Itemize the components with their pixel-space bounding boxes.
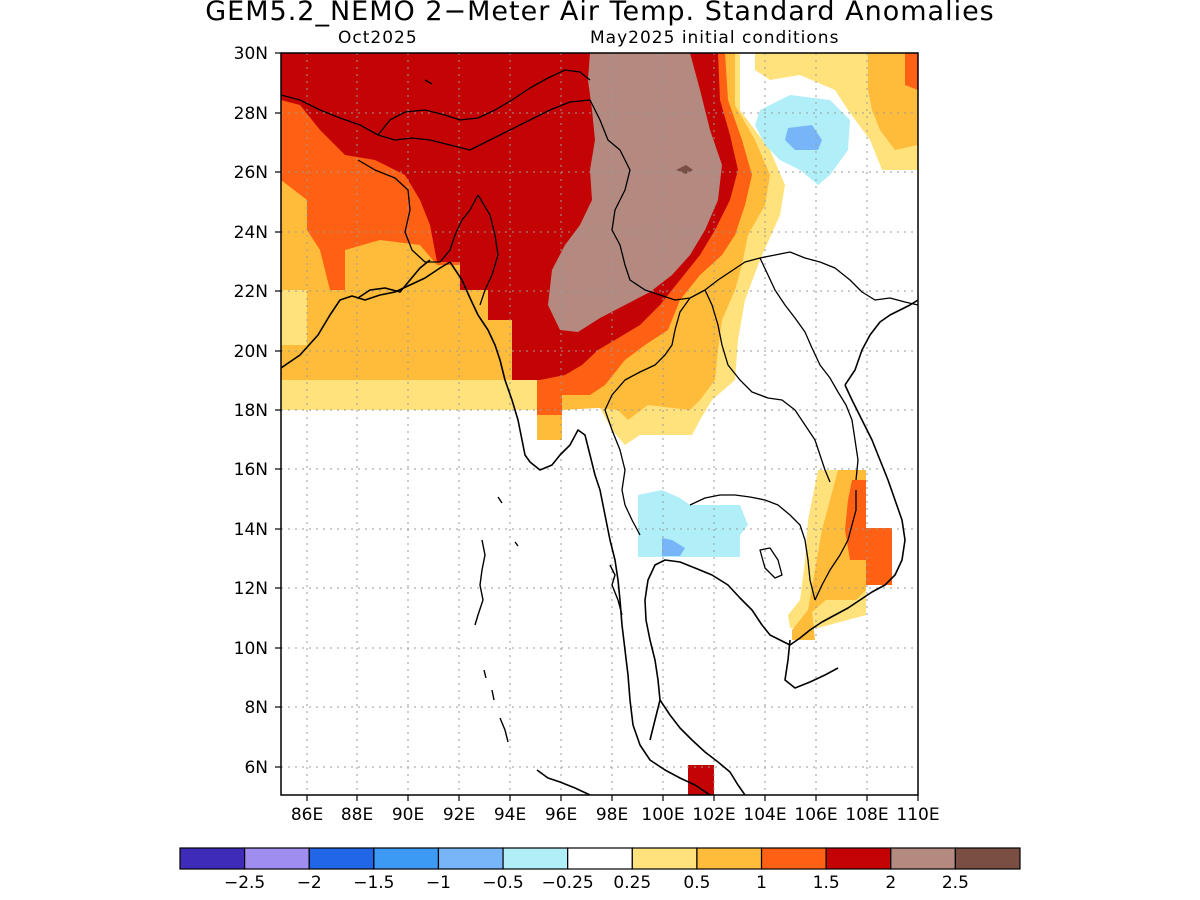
lat-label: 6N <box>244 758 268 778</box>
colorbar-swatch <box>179 847 246 870</box>
lat-label: 20N <box>234 342 268 362</box>
anomaly-fill-neg-0-5-south <box>662 538 685 556</box>
longitude-labels: 86E 88E 90E 92E 94E 96E 98E 100E 102E 10… <box>291 805 940 825</box>
anomaly-fill-neg-0-5-north <box>785 125 822 150</box>
forecast-month: Oct2025 <box>338 28 418 48</box>
anomaly-fill-neg-0-25-south <box>638 490 748 557</box>
anomaly-fill-1-5-south <box>688 765 714 795</box>
latitude-labels: 30N 28N 26N 24N 22N 20N 18N 16N 14N 12N … <box>234 44 268 778</box>
tonle-sap <box>759 547 783 579</box>
small-island-2 <box>514 541 519 547</box>
lat-label: 22N <box>234 282 268 302</box>
colorbar-swatch <box>954 847 1021 870</box>
colorbar-swatch <box>631 847 698 870</box>
colorbar-swatch <box>244 847 310 870</box>
lat-label: 12N <box>234 579 268 599</box>
colorbar-label: −2 <box>297 873 322 893</box>
bangladesh-border <box>357 159 479 263</box>
myanmar-coast <box>449 261 634 726</box>
malay-peninsula <box>632 724 711 795</box>
colorbar-label: 0.25 <box>613 873 651 893</box>
nicobar-islands <box>483 669 509 743</box>
colorbar-label: −2.5 <box>224 873 265 893</box>
colorbar: −2.5 −2 −1.5 −1 −0.5 −0.25 0.25 0.5 1 1.5 2 2.5 <box>179 847 1021 893</box>
colorbar-swatch <box>437 847 504 870</box>
india-myanmar-border <box>477 194 499 306</box>
lat-label: 18N <box>234 401 268 421</box>
colorbar-label: 2.5 <box>942 873 969 893</box>
lon-label: 90E <box>392 805 424 825</box>
colorbar-label: −1.5 <box>353 873 394 893</box>
lon-label: 96E <box>545 805 577 825</box>
small-island-1 <box>497 496 503 504</box>
colorbar-swatch <box>308 847 375 870</box>
colorbar-swatch <box>373 847 440 870</box>
anomaly-fill-1-ne <box>905 53 918 90</box>
lat-label: 14N <box>234 520 268 540</box>
lon-label: 100E <box>641 805 684 825</box>
colorbar-swatch <box>760 847 827 870</box>
axis-ticks <box>275 52 919 801</box>
himalaya-border <box>281 94 591 151</box>
colorbar-swatch <box>825 847 892 870</box>
colorbar-swatch <box>890 847 956 870</box>
colorbar-label: 0.5 <box>683 873 710 893</box>
andaman-islands <box>474 539 486 626</box>
colorbar-swatch <box>696 847 763 870</box>
small-island-3 <box>424 79 433 85</box>
islands <box>424 79 623 743</box>
lon-label: 98E <box>596 805 628 825</box>
anomaly-fill-1-sv <box>845 480 892 585</box>
map-grid <box>281 53 918 795</box>
lon-label: 108E <box>845 805 888 825</box>
india-east-coast <box>281 261 451 369</box>
lon-label: 102E <box>692 805 735 825</box>
lat-label: 26N <box>234 163 268 183</box>
colorbar-label: −1 <box>426 873 451 893</box>
colorbar-label: −0.5 <box>482 873 523 893</box>
lat-label: 16N <box>234 460 268 480</box>
country-borders <box>281 69 918 601</box>
thailand-gulf-coast <box>644 384 906 741</box>
myanmar-thailand-border <box>604 297 691 536</box>
plot-frame <box>280 52 919 796</box>
lat-label: 10N <box>234 639 268 659</box>
lon-label: 110E <box>896 805 939 825</box>
malay-east-coast <box>659 699 746 795</box>
colorbar-label: −0.25 <box>542 873 594 893</box>
lat-label: 28N <box>234 104 268 124</box>
lon-label: 92E <box>443 805 475 825</box>
mergui-archipelago <box>609 564 623 616</box>
colorbar-swatch <box>502 847 569 870</box>
lon-label: 106E <box>794 805 837 825</box>
coastlines <box>281 259 918 795</box>
anomaly-fill-2 <box>548 53 722 332</box>
cambodia-vietnam-border <box>814 490 857 601</box>
lat-label: 30N <box>234 44 268 64</box>
lat-label: 24N <box>234 223 268 243</box>
colorbar-label: 1 <box>756 873 767 893</box>
lat-label: 8N <box>244 698 268 718</box>
sumatra-tip <box>536 769 591 795</box>
colorbar-swatch <box>567 847 633 870</box>
lon-label: 104E <box>743 805 786 825</box>
bhutan-border <box>377 69 591 136</box>
laos-vietnam-border <box>759 257 859 481</box>
colorbar-label: 2 <box>885 873 896 893</box>
ganges-delta <box>357 259 431 299</box>
lon-label: 86E <box>291 805 323 825</box>
lon-label: 88E <box>341 805 373 825</box>
map-title: GEM5.2_NEMO 2−Meter Air Temp. Standard A… <box>205 0 995 27</box>
lon-label: 94E <box>494 805 526 825</box>
thailand-laos-border <box>704 289 831 483</box>
thailand-cambodia-border <box>689 494 816 601</box>
colorbar-label: 1.5 <box>813 873 840 893</box>
initial-conditions: May2025 initial conditions <box>590 28 840 48</box>
ca-mau-peninsula <box>784 639 839 689</box>
anomaly-shading <box>281 53 918 795</box>
vietnam-north-coast <box>844 299 918 386</box>
